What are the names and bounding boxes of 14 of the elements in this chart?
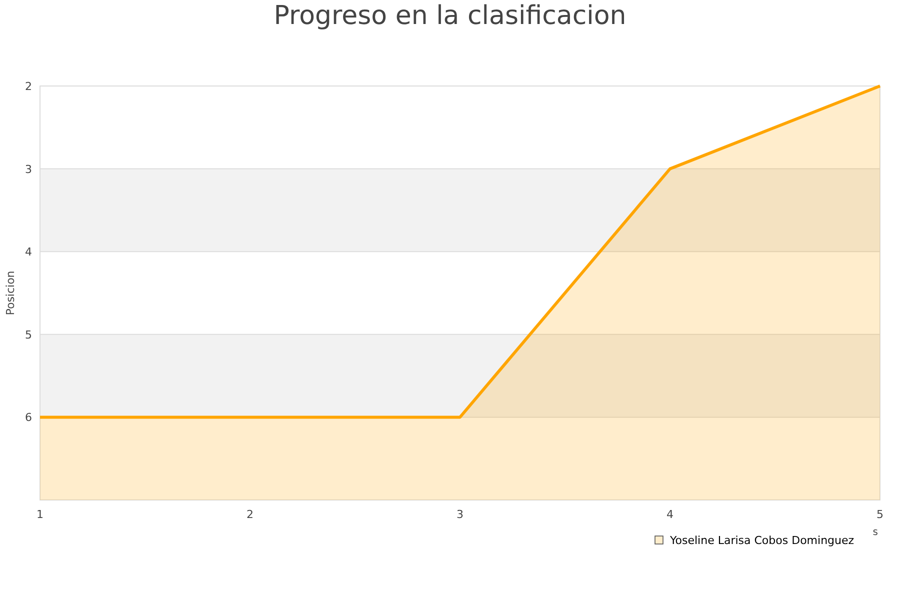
- x-tick-label: 5: [876, 508, 884, 521]
- legend-label: Yoseline Larisa Cobos Dominguez: [669, 534, 854, 547]
- x-axis-title: s: [872, 527, 878, 538]
- chart-title: Progreso en la clasificacion: [274, 1, 626, 31]
- x-tick-label: 2: [246, 508, 254, 521]
- y-axis-title: Posicion: [4, 270, 17, 316]
- y-tick-label: 5: [25, 328, 32, 342]
- y-tick-label: 3: [25, 162, 32, 176]
- x-tick-label: 4: [666, 508, 674, 521]
- y-tick-label: 4: [25, 246, 32, 259]
- y-tick-label: 6: [25, 411, 32, 424]
- y-tick-label: 2: [25, 80, 32, 93]
- x-tick-label: 1: [36, 508, 44, 521]
- x-tick-label: 3: [456, 508, 464, 521]
